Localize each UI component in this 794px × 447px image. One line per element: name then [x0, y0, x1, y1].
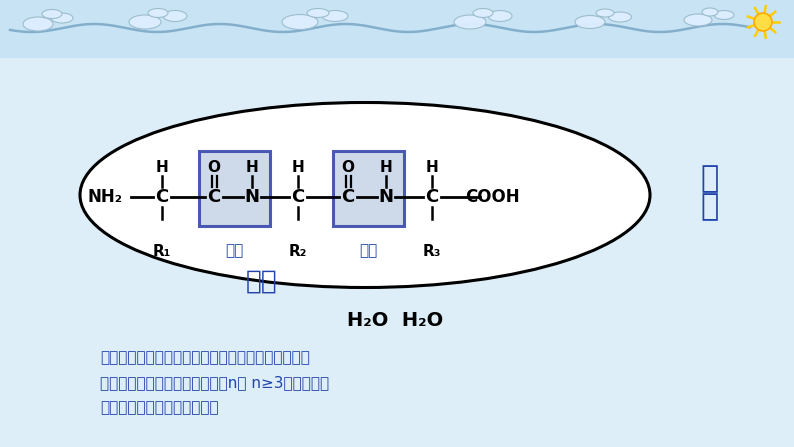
Ellipse shape [608, 12, 631, 22]
Text: H: H [380, 160, 392, 174]
Text: 能: 能 [701, 193, 719, 222]
FancyBboxPatch shape [333, 151, 403, 225]
Ellipse shape [129, 15, 161, 29]
Text: 键的化合物，叫多能（锁状）由n（ n≥3）个氨基酸: 键的化合物，叫多能（锁状）由n（ n≥3）个氨基酸 [100, 375, 330, 391]
Text: 三: 三 [701, 164, 719, 194]
Text: NH₂: NH₂ [87, 188, 122, 206]
Ellipse shape [282, 14, 318, 30]
Text: COOH: COOH [464, 188, 519, 206]
FancyBboxPatch shape [0, 0, 794, 58]
Ellipse shape [714, 10, 734, 20]
Text: C: C [341, 188, 355, 206]
Text: 能键: 能键 [359, 244, 377, 258]
Text: 分子以能键相连形成的能锁。: 分子以能键相连形成的能锁。 [100, 401, 218, 416]
Ellipse shape [42, 9, 62, 18]
Text: H₂O  H₂O: H₂O H₂O [347, 311, 443, 329]
Text: N: N [379, 188, 394, 206]
Text: 以此类推，由多个氨基酸分子缩合而成的含有多个能: 以此类推，由多个氨基酸分子缩合而成的含有多个能 [100, 350, 310, 366]
Text: C: C [207, 188, 221, 206]
FancyBboxPatch shape [198, 151, 269, 225]
Ellipse shape [163, 10, 187, 21]
Ellipse shape [575, 16, 605, 29]
Text: R₃: R₃ [422, 244, 441, 258]
Ellipse shape [148, 8, 168, 17]
Text: N: N [245, 188, 260, 206]
Ellipse shape [454, 15, 486, 29]
Ellipse shape [684, 14, 712, 26]
Text: O: O [341, 160, 354, 174]
Text: C: C [156, 188, 168, 206]
Ellipse shape [51, 13, 73, 23]
Ellipse shape [23, 17, 53, 31]
Text: O: O [207, 160, 221, 174]
Ellipse shape [702, 8, 718, 16]
Text: H: H [426, 160, 438, 174]
Text: C: C [291, 188, 305, 206]
Text: R₁: R₁ [152, 244, 172, 258]
Ellipse shape [322, 10, 348, 21]
Text: H: H [156, 160, 168, 174]
Text: H: H [245, 160, 258, 174]
Ellipse shape [307, 8, 329, 17]
Ellipse shape [754, 13, 772, 31]
Ellipse shape [80, 102, 650, 287]
Text: H: H [291, 160, 304, 174]
Text: 二能: 二能 [246, 269, 278, 295]
Text: C: C [426, 188, 438, 206]
Ellipse shape [488, 10, 512, 21]
Text: 能键: 能键 [225, 244, 243, 258]
Ellipse shape [596, 9, 614, 17]
Ellipse shape [473, 8, 493, 17]
Text: R₂: R₂ [289, 244, 307, 258]
